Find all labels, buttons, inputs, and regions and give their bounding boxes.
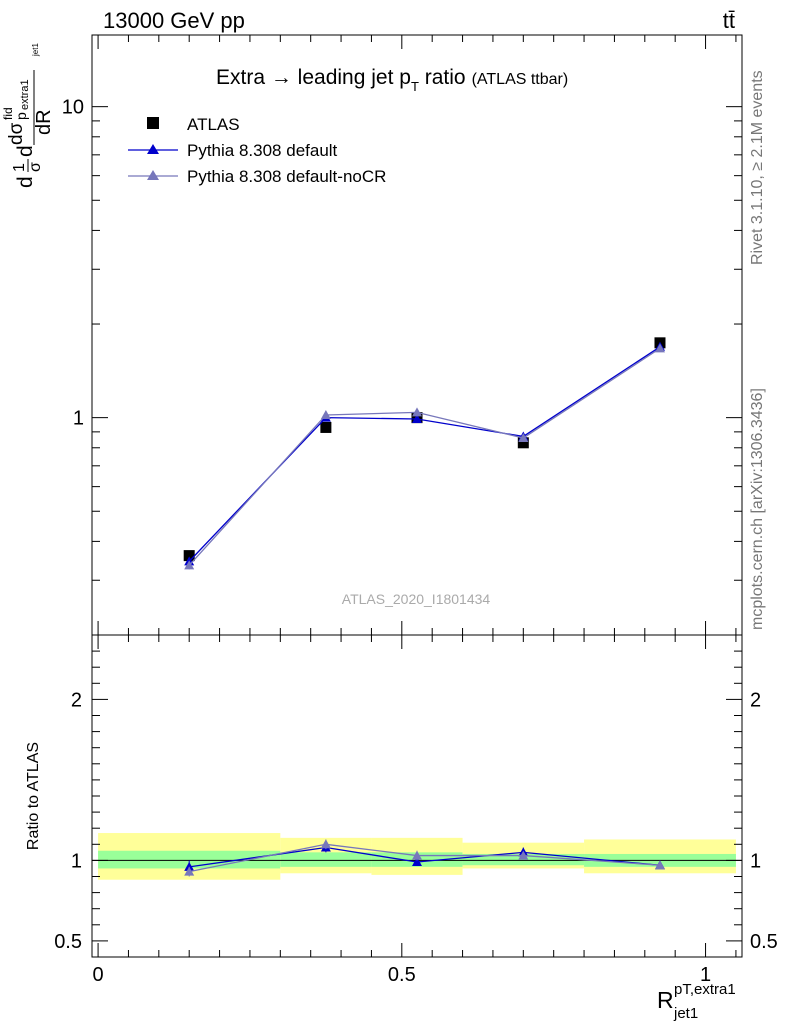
ratio-series: [184, 839, 665, 877]
ratio-y-tick-label-right: 0.5: [750, 931, 778, 953]
ratio-y-tick-label-left: 0.5: [54, 931, 82, 953]
legend-marker-nocr: [147, 170, 159, 180]
y-label-d2: d: [14, 145, 37, 157]
x-tick-label: 1: [700, 964, 711, 986]
x-label-sup: pT,extra1: [674, 981, 736, 998]
ratio-band-green: [280, 852, 372, 867]
y-label-num-sup: fid: [1, 107, 15, 120]
ratio-nocr-point: [518, 850, 529, 860]
ratio-y-tick-label-right: 1: [750, 850, 761, 872]
main-y-tick-label: 10: [62, 97, 84, 119]
legend-label-default: Pythia 8.308 default: [187, 141, 338, 160]
legend-label-atlas: ATLAS: [187, 115, 240, 134]
ratio-nocr-point: [184, 866, 195, 876]
nocr-point: [412, 407, 422, 417]
main-y-axis-label: d 1 σ d dσ fid p extra1 jet1 dR: [1, 43, 55, 188]
default-point: [412, 413, 422, 423]
ratio-nocr-point: [412, 850, 422, 860]
ratio-band-green: [462, 853, 585, 866]
y-label-jet1: jet1: [31, 43, 40, 57]
legend-marker-atlas: [147, 117, 159, 129]
y-label-num: dσ: [6, 122, 27, 145]
x-label-main: R: [657, 987, 674, 1013]
default-line: [188, 346, 661, 562]
ratio-tick-labels: 0.5 0.5 1 1 2 2 0 0.5 1: [54, 689, 778, 986]
atlas-data-point: [320, 421, 332, 433]
ratio-default-point: [412, 857, 422, 867]
ratio-y-label: Ratio to ATLAS: [25, 742, 42, 850]
ratio-nocr-point: [320, 839, 331, 849]
legend: ATLAS Pythia 8.308 default Pythia 8.308 …: [128, 115, 386, 186]
ratio-y-tick-label-right: 2: [750, 689, 761, 711]
chart-title: Extra → leading jet pT ratio (ATLAS ttbar…: [216, 66, 568, 94]
ratio-y-tick-label-left: 2: [71, 689, 82, 711]
rivet-label: Rivet 3.1.10, ≥ 2.1M events: [749, 70, 766, 265]
legend-marker-default: [147, 144, 159, 154]
ratio-band-green: [98, 850, 281, 869]
y-label-frac-num: 1: [11, 163, 28, 172]
mcplots-label: mcplots.cern.ch [arXiv:1306.3436]: [749, 388, 766, 630]
x-label-sub: jet1: [673, 1005, 698, 1022]
ratio-y-tick-label-left: 1: [71, 850, 82, 872]
main-panel: 1 10 Extra → leading jet pT ratio (ATLAS t…: [1, 34, 743, 636]
nocr-point: [184, 560, 195, 570]
energy-label: 13000 GeV pp: [103, 8, 245, 33]
main-tick-labels: 1 10: [62, 97, 84, 430]
process-label: tt̄: [723, 8, 735, 33]
ratio-panel: 0.5 0.5 1 1 2 2 0 0.5 1 Ratio to ATLAS: [25, 634, 778, 986]
legend-label-nocr: Pythia 8.308 default-noCR: [187, 167, 386, 186]
analysis-watermark: ATLAS_2020_I1801434: [342, 591, 491, 607]
y-label-num-sub: p: [13, 112, 29, 120]
y-label-extra1: extra1: [19, 79, 31, 110]
ratio-default-point: [184, 861, 195, 871]
nocr-line: [188, 347, 661, 566]
main-series: [183, 337, 666, 570]
ratio-nocr-point: [654, 860, 665, 870]
x-tick-label: 0: [93, 964, 104, 986]
x-tick-label: 0.5: [388, 964, 416, 986]
nocr-point: [518, 433, 529, 443]
nocr-point: [654, 343, 665, 353]
ratio-frame: [91, 634, 743, 958]
y-label-d1: d: [14, 176, 37, 188]
y-label-frac-den: σ: [27, 162, 44, 172]
ratio-ticks: [92, 634, 742, 958]
y-label-den: dR: [33, 109, 55, 135]
atlas-data-point: [183, 550, 195, 562]
main-ticks: [92, 35, 742, 636]
atlas-data-point: [517, 437, 529, 449]
main-y-tick-label: 1: [73, 408, 84, 430]
x-axis-label: R pT,extra1 jet1: [657, 981, 736, 1022]
nocr-point: [320, 409, 331, 419]
